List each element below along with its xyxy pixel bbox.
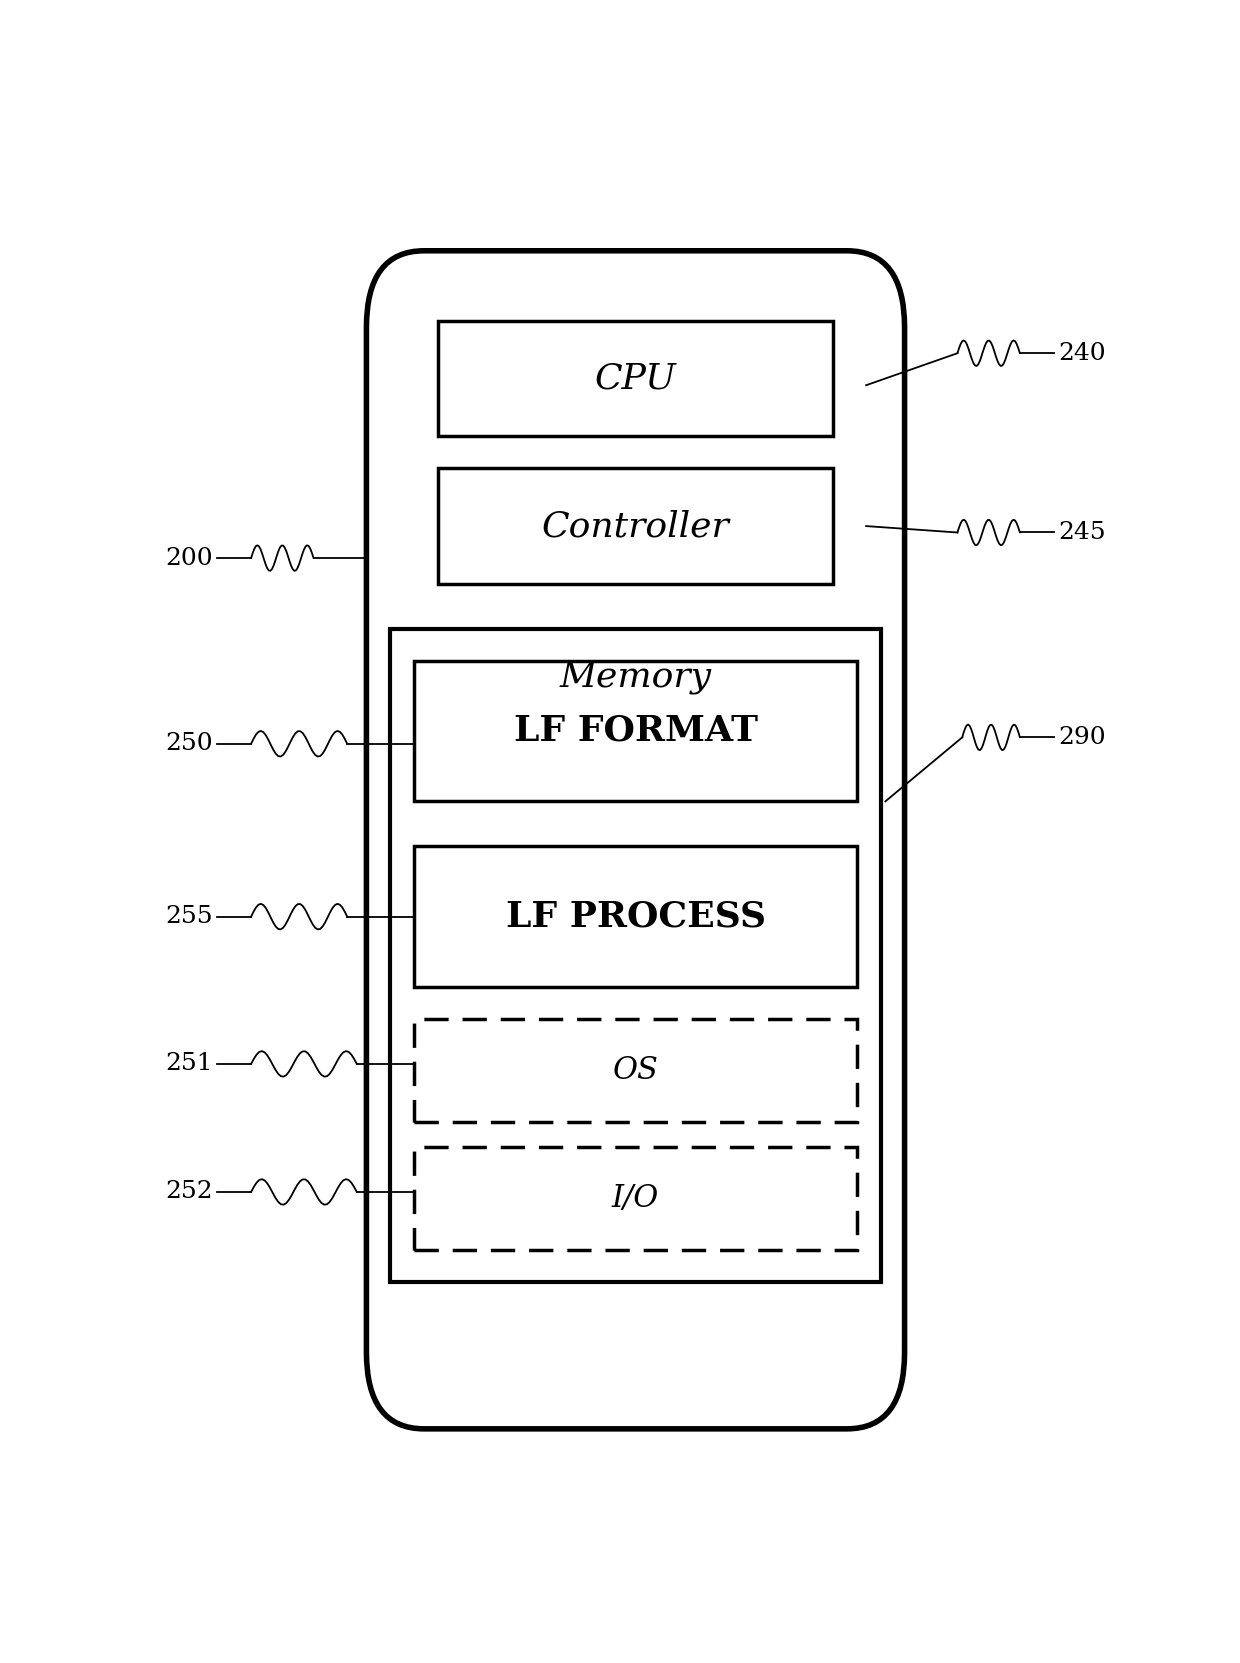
Text: 251: 251 [165,1053,213,1076]
Text: 245: 245 [1058,521,1106,544]
Text: 240: 240 [1058,341,1106,364]
Text: OS: OS [613,1054,658,1086]
Bar [414,1019,857,1121]
Bar [439,469,832,584]
Bar [391,629,880,1282]
Text: 250: 250 [165,732,213,755]
Text: Controller: Controller [542,509,729,544]
Text: LF PROCESS: LF PROCESS [506,900,765,933]
Bar [414,846,857,988]
Text: CPU: CPU [595,363,676,396]
Text: 252: 252 [165,1181,213,1204]
FancyBboxPatch shape [367,251,905,1429]
Bar [439,321,832,436]
Bar [414,1147,857,1249]
Text: LF FORMAT: LF FORMAT [513,713,758,748]
Text: Memory: Memory [559,660,712,693]
Text: 200: 200 [165,547,213,570]
Bar [414,660,857,802]
Text: 255: 255 [165,905,213,928]
Text: 290: 290 [1058,725,1106,748]
Text: I/O: I/O [611,1182,660,1214]
